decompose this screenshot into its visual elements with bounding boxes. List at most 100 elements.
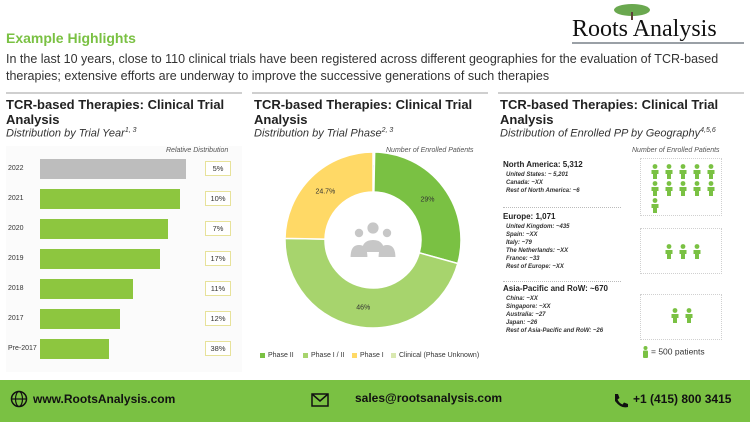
region-north-america: North America: 5,312 United States: ~ 5,… (503, 160, 621, 208)
email-link[interactable]: sales@rootsanalysis.com (355, 391, 503, 405)
region-line: Rest of Europe: ~XX (506, 264, 564, 270)
person-icon (651, 198, 659, 213)
year-label: 2019 (8, 255, 24, 262)
region-line: United Kingdom: ~435 (506, 224, 570, 230)
region-line: Rest of Asia-Pacific and RoW: ~26 (506, 328, 604, 334)
region-line: China: ~XX (506, 296, 538, 302)
person-icon (693, 164, 701, 179)
year-percent-label: 7% (205, 221, 231, 236)
phase-slice (373, 151, 462, 265)
region-line: Singapore: ~XX (506, 304, 551, 310)
website-link[interactable]: www.RootsAnalysis.com (33, 392, 176, 406)
person-icon (651, 181, 659, 196)
person-icon (679, 181, 687, 196)
person-icon (643, 346, 648, 358)
legend-label: Phase I (360, 352, 384, 359)
geo-panel-title: TCR-based Therapies: Clinical Trial Anal… (500, 97, 719, 127)
people-legend: = 500 patients (642, 346, 705, 358)
year-label: 2018 (8, 285, 24, 292)
globe-icon (10, 390, 28, 408)
phase-donut-chart: 0.3%29%46%24.7% (284, 151, 462, 329)
panel-rule-year (6, 92, 242, 94)
legend-swatch (303, 352, 308, 358)
person-icon (665, 181, 673, 196)
region-head: North America: 5,312 (503, 160, 583, 169)
person-icon (671, 308, 679, 323)
highlights-title: Example Highlights (6, 30, 136, 46)
phone-icon (615, 394, 628, 408)
year-bar (40, 249, 160, 269)
region-line: Rest of North America: ~6 (506, 188, 580, 194)
legend-item: Phase II (260, 352, 294, 359)
region-line: The Netherlands: ~XX (506, 248, 569, 254)
legend-label: Phase I / II (311, 352, 345, 359)
year-label: 2017 (8, 315, 24, 322)
year-label: 2020 (8, 225, 24, 232)
logo-underline (572, 42, 744, 44)
year-panel-subtitle: Distribution by Trial Year1, 3 (6, 127, 137, 140)
legend-label: Phase II (268, 352, 294, 359)
people-group-icon (350, 222, 396, 257)
person-icon (665, 244, 673, 259)
geo-panel-subtitle: Distribution of Enrolled PP by Geography… (500, 127, 716, 140)
region-asia-pacific: Asia-Pacific and RoW: ~670 China: ~XX Si… (503, 284, 621, 346)
year-bar (40, 339, 109, 359)
year-bar (40, 309, 121, 329)
year-label: Pre-2017 (8, 345, 37, 352)
legend-swatch (352, 352, 357, 358)
region-line: United States: ~ 5,201 (506, 172, 569, 178)
phase-panel-refs: 2, 3 (381, 127, 394, 134)
year-label: 2022 (8, 165, 24, 172)
year-bar (40, 189, 181, 209)
phase-slice-label: 46% (356, 304, 370, 311)
person-icon (651, 164, 659, 179)
person-icon (679, 244, 687, 259)
year-percent-label: 11% (205, 281, 231, 296)
geo-panel-subtitle-text: Distribution of Enrolled PP by Geography (500, 127, 701, 140)
year-bar (40, 159, 186, 179)
contact-footer: www.RootsAnalysis.com sales@rootsanalysi… (0, 380, 750, 422)
phase-panel-subtitle-text: Distribution by Trial Phase (254, 127, 382, 140)
legend-label: Clinical (Phase Unknown) (399, 352, 480, 359)
person-icon (679, 164, 687, 179)
panel-rule-geo (498, 92, 744, 94)
year-panel-subtitle-text: Distribution by Trial Year (6, 127, 125, 140)
person-icon (693, 181, 701, 196)
phase-slice (284, 237, 459, 329)
legend-item: Phase I / II (303, 352, 344, 359)
year-percent-label: 38% (205, 341, 231, 356)
person-icon (665, 164, 673, 179)
year-bar (40, 219, 169, 239)
phase-slice (284, 151, 374, 240)
region-line: Canada: ~XX (506, 180, 543, 186)
highlights-text: In the last 10 years, close to 110 clini… (6, 52, 719, 83)
year-percent-label: 5% (205, 161, 231, 176)
phase-panel-title: TCR-based Therapies: Clinical Trial Anal… (254, 97, 473, 127)
phone-link[interactable]: +1 (415) 800 3415 (633, 392, 732, 406)
people-box-north-america (640, 158, 722, 216)
phase-panel-subtitle: Distribution by Trial Phase2, 3 (254, 127, 393, 140)
envelope-icon (311, 393, 329, 407)
geo-panel-refs: 4,5,6 (700, 127, 716, 134)
region-head: Asia-Pacific and RoW: ~670 (503, 284, 608, 293)
phase-axis-note: Number of Enrolled Patients (386, 147, 474, 154)
region-line: France: ~33 (506, 256, 540, 262)
year-panel-refs: 1, 3 (124, 127, 137, 134)
people-box-asia-pacific (640, 294, 722, 340)
people-legend-text: = 500 patients (651, 346, 705, 357)
legend-item: Phase I (352, 352, 384, 359)
year-label: 2021 (8, 195, 24, 202)
panel-rule-phase (252, 92, 488, 94)
region-europe: Europe: 1,071 United Kingdom: ~435 Spain… (503, 212, 621, 282)
year-percent-label: 12% (205, 311, 231, 326)
logo-text: Roots Analysis (572, 16, 717, 42)
year-bar (40, 279, 134, 299)
person-icon (707, 164, 715, 179)
person-icon (693, 244, 701, 259)
region-head: Europe: 1,071 (503, 212, 556, 221)
legend-swatch (391, 352, 396, 358)
phase-slice-label: 24.7% (315, 188, 335, 195)
people-box-europe (640, 228, 722, 274)
region-line: Japan: ~26 (506, 320, 538, 326)
year-percent-label: 17% (205, 251, 231, 266)
